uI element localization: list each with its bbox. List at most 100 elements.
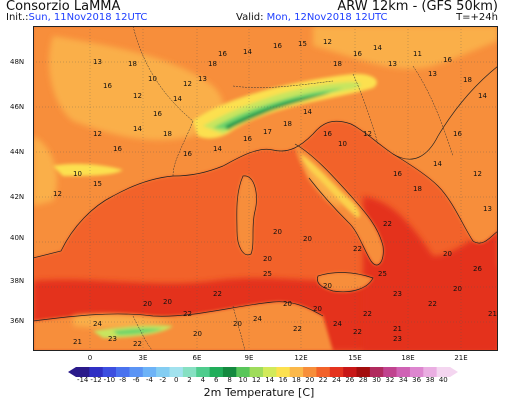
station-temperature: 18 (413, 185, 422, 193)
colorbar-tick-label: 10 (238, 376, 248, 384)
colorbar-cell (436, 367, 451, 377)
colorbar-tick-label: 26 (345, 376, 355, 384)
lon-label: 6E (192, 354, 202, 362)
station-temperature: 20 (273, 228, 282, 236)
station-temperature: 20 (193, 330, 202, 338)
init-label: Init.: (6, 12, 29, 23)
coastlines (33, 65, 498, 322)
colorbar-tick-label: -8 (119, 376, 127, 384)
station-temperature: 18 (208, 60, 217, 68)
station-temperature: 10 (73, 170, 82, 178)
lon-label: 3E (138, 354, 148, 362)
colorbar-tick-label: 0 (173, 376, 179, 384)
forecast-step: T=+24h (456, 12, 498, 23)
colorbar-tick-label: 16 (278, 376, 288, 384)
station-temperature: 23 (108, 335, 117, 343)
lat-label: 40N (10, 234, 25, 242)
station-temperature: 15 (93, 180, 102, 188)
lat-label: 42N (10, 193, 25, 201)
colorbar-cell (222, 367, 237, 377)
station-temperature: 22 (293, 325, 302, 333)
station-temperature: 20 (283, 300, 292, 308)
lat-label: 48N (10, 58, 25, 66)
colorbar-tick-label: -14 (76, 376, 89, 384)
station-temperature: 14 (213, 145, 222, 153)
station-temperature: 16 (443, 56, 452, 64)
colorbar-tick-label: -10 (103, 376, 116, 384)
colorbar-cell (303, 367, 317, 377)
lon-label: 0 (87, 354, 93, 362)
lon-label: 15E (348, 354, 362, 362)
lon-label: 21E (454, 354, 468, 362)
station-temperature: 22 (133, 340, 142, 348)
colorbar-cell (76, 367, 90, 377)
station-temperature: 12 (53, 190, 62, 198)
station-temperature: 14 (243, 48, 252, 56)
temperature-map: 13 16 18 12 10 16 18 14 12 13 18 16 14 16 15 12 18 16 14 13… (33, 26, 498, 351)
station-temperature: 11 (413, 50, 422, 58)
map-header: Consorzio LaMMA ARW 12km - (GFS 50km) In… (0, 0, 518, 26)
station-temperature: 18 (283, 120, 292, 128)
colorbar-tick-label: 30 (372, 376, 381, 384)
colorbar-cell (102, 367, 117, 377)
station-temperature: 12 (363, 130, 372, 138)
station-temperature: 22 (353, 245, 362, 253)
station-temperature: 26 (473, 265, 482, 273)
station-temperature: 22 (363, 310, 372, 318)
colorbar-tick-label: -4 (145, 376, 153, 384)
station-temperature: 20 (263, 255, 272, 263)
station-temperature: 24 (253, 315, 262, 323)
station-temperature: 20 (303, 235, 312, 243)
colorbar-cell (263, 367, 277, 377)
colorbar-cell (196, 367, 210, 377)
colorbar-cell (276, 367, 291, 377)
station-temperature: 14 (173, 95, 182, 103)
station-temperature: 16 (103, 82, 112, 90)
colorbar-cell (316, 367, 331, 377)
colorbar-cell (343, 367, 357, 377)
colorbar-cell (249, 367, 264, 377)
station-temperature: 21 (488, 310, 497, 318)
station-temperature: 14 (373, 44, 382, 52)
station-temperature: 13 (428, 70, 437, 78)
station-temperature: 16 (218, 50, 227, 58)
station-temperature: 16 (273, 42, 282, 50)
colorbar-tick-label: 32 (385, 376, 395, 384)
colorbar-max-arrow (450, 367, 458, 377)
lat-label: 38N (10, 277, 25, 285)
colorbar-title: 2m Temperature [C] (203, 386, 315, 399)
station-temperature: 24 (93, 320, 102, 328)
colorbar-tick-label: 38 (425, 376, 435, 384)
colorbar-cell (156, 367, 170, 377)
colorbar-tick-label: 40 (438, 376, 448, 384)
colorbar-cell (329, 367, 344, 377)
station-temperature: 13 (483, 205, 492, 213)
colorbar-cell (142, 367, 157, 377)
init-time: Init.:Sun, 11Nov2018 12UTC (6, 12, 147, 23)
temperature-colorbar (68, 367, 458, 377)
station-temperature: 23 (393, 290, 402, 298)
colorbar-tick-label: 20 (305, 376, 315, 384)
station-temperature: 25 (378, 270, 387, 278)
station-temperature: 21 (73, 338, 82, 346)
station-temperature: 22 (213, 290, 222, 298)
station-temperature: 12 (183, 80, 192, 88)
station-temperature: 22 (353, 328, 362, 336)
valid-value: Mon, 12Nov2018 12UTC (266, 12, 388, 23)
init-value: Sun, 11Nov2018 12UTC (28, 12, 148, 23)
lat-label: 36N (10, 317, 25, 325)
station-temperature: 13 (388, 60, 397, 68)
colorbar-tick-label: 24 (331, 376, 341, 384)
colorbar-min-arrow (68, 367, 76, 377)
colorbar-tick-label: 4 (200, 376, 206, 384)
station-temperature: 12 (323, 38, 332, 46)
station-temperature: 20 (233, 320, 242, 328)
lon-label: 9E (244, 354, 254, 362)
station-temperature: 17 (263, 128, 272, 136)
station-temperature: 14 (133, 125, 142, 133)
station-temperature: 18 (163, 130, 172, 138)
station-values-south: 20 22 22 25 23 20 20 24 20 22 22 25 20 20 20 22 24 21 23 22… (73, 220, 497, 348)
colorbar-cell (423, 367, 437, 377)
station-temperature: 13 (93, 58, 102, 66)
colorbar-cell (169, 367, 184, 377)
